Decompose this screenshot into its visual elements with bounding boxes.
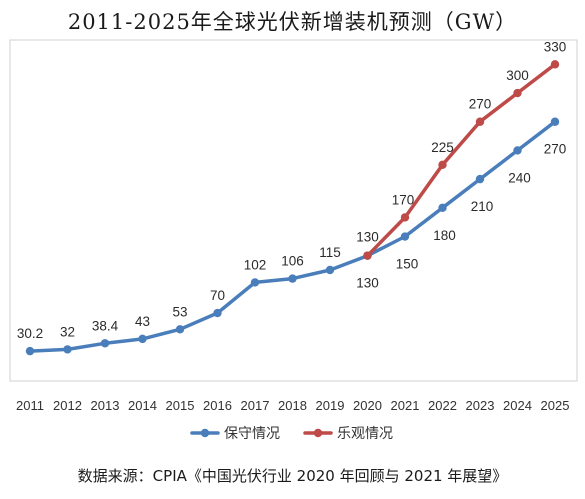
conservative-point-2014 (138, 334, 147, 344)
optimistic-data-label-2021: 170 (392, 192, 415, 207)
x-tick-label-2020: 2020 (353, 398, 382, 413)
conservative-point-2011 (25, 346, 35, 356)
conservative-point-2017 (250, 278, 260, 287)
plot-area-border (9, 39, 578, 382)
conservative-data-label-2018: 106 (281, 254, 304, 269)
conservative-point-2018 (288, 274, 297, 283)
conservative-series-line (28, 119, 557, 353)
conservative-data-label-2014: 43 (135, 314, 150, 329)
conservative-data-label-2011: 30.2 (17, 326, 43, 341)
optimistic-legend-marker (313, 428, 323, 438)
optimistic-point-2021 (400, 213, 410, 222)
conservative-data-label-2020: 130 (356, 276, 379, 291)
conservative-data-label-2019: 115 (319, 245, 341, 260)
conservative-data-label-2024: 240 (508, 170, 531, 185)
x-tick-label-2014: 2014 (128, 398, 157, 413)
conservative-point-2015 (175, 325, 185, 334)
x-tick-label-2013: 2013 (91, 398, 120, 413)
conservative-point-2021 (400, 232, 410, 241)
optimistic-point-2022 (438, 160, 447, 169)
x-tick-label-2022: 2022 (428, 398, 457, 413)
x-tick-label-2024: 2024 (503, 398, 532, 413)
conservative-data-label-2017: 102 (244, 257, 267, 272)
optimistic-data-label-2020: 130 (356, 230, 379, 245)
data-labels: 30.2 32 38.4 43 53 70 102 106 115 130 150 180 210 240… (17, 39, 566, 341)
optimistic-data-label-2025: 330 (544, 39, 567, 54)
optimistic-legend-label: 乐观情况 (337, 425, 393, 441)
x-tick-label-2016: 2016 (203, 398, 232, 413)
optimistic-data-label-2023: 270 (469, 97, 492, 112)
conservative-point-2022 (438, 203, 447, 213)
conservative-legend-marker (200, 428, 210, 438)
x-tick-label-2015: 2015 (166, 398, 195, 413)
conservative-point-2025 (550, 117, 560, 126)
optimistic-series-line (365, 62, 557, 258)
x-tick-label-2012: 2012 (53, 398, 82, 413)
optimistic-point-2025 (550, 60, 560, 69)
legend: 保守情况 乐观情况 (190, 425, 393, 441)
conservative-data-label-2025: 270 (544, 142, 567, 157)
conservative-data-label-2015: 53 (172, 304, 187, 319)
conservative-point-2016 (213, 308, 222, 318)
x-tick-label-2018: 2018 (278, 398, 307, 413)
conservative-point-2023 (475, 174, 485, 184)
source-note: 数据来源：CPIA《中国光伏行业 2020 年回顾与 2021 年展望》 (77, 467, 508, 485)
conservative-data-label-2023: 210 (471, 199, 494, 214)
conservative-point-2024 (513, 146, 522, 155)
conservative-legend-label: 保守情况 (224, 425, 280, 441)
conservative-point-2013 (100, 339, 110, 348)
series-points (25, 60, 560, 356)
conservative-point-2019 (325, 265, 335, 275)
conservative-data-label-2016: 70 (210, 288, 225, 303)
x-tick-label-2011: 2011 (16, 398, 44, 413)
x-tick-label-2025: 2025 (541, 398, 570, 413)
conservative-point-2012 (63, 345, 72, 354)
conservative-data-label-2013: 38.4 (92, 318, 119, 333)
optimistic-point-2020 (363, 251, 372, 260)
optimistic-data-label-2024: 300 (506, 68, 529, 83)
chart-title: 2011-2025年全球光伏新增装机预测（GW） (67, 10, 518, 34)
conservative-data-label-2022: 180 (433, 228, 456, 243)
conservative-data-label-2012: 32 (60, 324, 75, 339)
x-tick-label-2017: 2017 (241, 398, 270, 413)
x-axis-tick-labels: 2011 2012 2013 2014 2015 2016 2017 2018 2019 2020… (16, 398, 569, 413)
x-tick-label-2021: 2021 (391, 398, 420, 413)
x-tick-label-2023: 2023 (466, 398, 495, 413)
optimistic-data-label-2022: 225 (431, 140, 454, 155)
optimistic-point-2023 (475, 117, 485, 126)
x-tick-label-2019: 2019 (316, 398, 345, 413)
optimistic-point-2024 (513, 88, 522, 98)
conservative-data-label-2021: 150 (396, 257, 419, 272)
